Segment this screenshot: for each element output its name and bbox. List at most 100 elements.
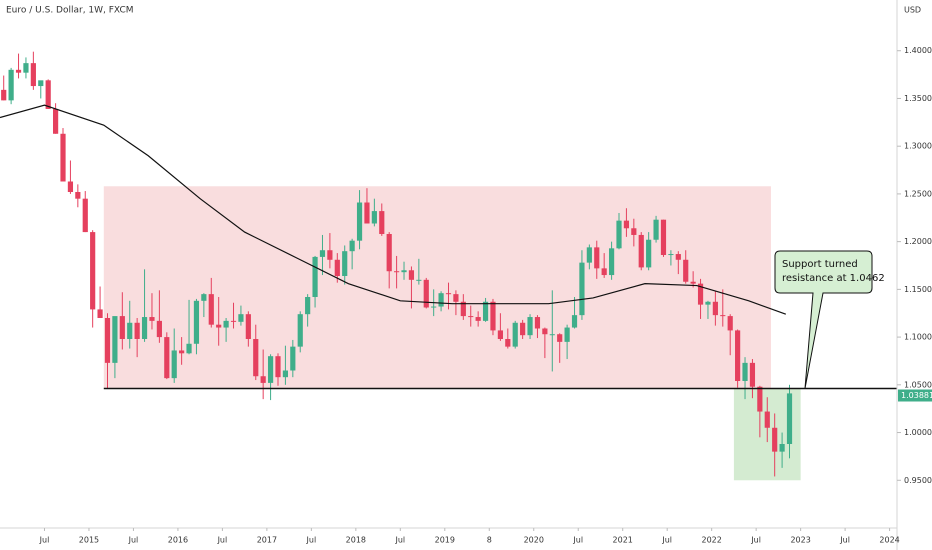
candle-body [30, 63, 36, 87]
candle-body [53, 108, 59, 134]
candle-body [394, 271, 400, 273]
candle-body [638, 234, 644, 268]
x-tick-label: 2016 [168, 536, 188, 545]
candle-body [238, 314, 244, 322]
x-tick-label: 2015 [79, 536, 99, 545]
candle-body [1, 89, 7, 101]
candle-body [282, 370, 289, 378]
candle-body [267, 356, 274, 383]
candle-body [97, 309, 103, 318]
x-tick-label: 2017 [257, 536, 277, 545]
candle-body [164, 337, 170, 379]
candle-body [82, 198, 88, 233]
candle-body [334, 259, 340, 276]
x-tick-label: Jul [39, 536, 50, 545]
candle-body [631, 228, 637, 235]
candle-body [90, 232, 96, 310]
candle-body [534, 317, 541, 329]
chart-title: Euro / U.S. Dollar, 1W, FXCM [6, 6, 134, 16]
candle-body [112, 316, 118, 363]
candle-body [60, 133, 66, 182]
candle-body [772, 427, 778, 452]
x-tick-label: Jul [572, 536, 583, 545]
candle-body [179, 350, 185, 354]
candle-body [586, 247, 592, 263]
currency-label: USD [904, 6, 921, 15]
callout-box [774, 250, 873, 389]
candle-body [445, 293, 452, 295]
x-tick-label: 2022 [701, 536, 721, 545]
x-tick-label: Jul [394, 536, 405, 545]
candle-body [697, 283, 704, 305]
candle-body [38, 80, 44, 87]
candle-body [490, 301, 496, 331]
candle-body [193, 300, 200, 344]
candle-body [757, 386, 763, 412]
x-tick-label: 2019 [435, 536, 455, 545]
candle-body [653, 219, 659, 240]
plot-area [0, 51, 897, 481]
candle-body [571, 315, 578, 328]
candle-body [786, 393, 793, 444]
annotation: Support turned resistance at 1.0462 [782, 259, 885, 284]
candle-body [601, 268, 607, 276]
candle-body [8, 69, 14, 101]
candle-body [720, 315, 726, 317]
candle-body [616, 220, 622, 249]
candle-body [623, 220, 630, 229]
x-tick-label: 2018 [346, 536, 366, 545]
candle-body [119, 316, 125, 339]
candle-body [727, 316, 733, 331]
candle-body [141, 317, 148, 339]
candle-body [497, 330, 503, 339]
candle-body [690, 281, 696, 284]
candle-body [401, 270, 407, 273]
candle-body [431, 306, 437, 308]
candle-body [416, 279, 422, 281]
candle-body [749, 362, 756, 387]
candle-body [75, 192, 81, 199]
candle-body [319, 250, 326, 257]
candle-body [45, 80, 51, 109]
candle-body [712, 301, 718, 316]
candle-body [594, 247, 600, 269]
candle-body [275, 356, 281, 378]
candle-body [312, 256, 318, 297]
candle-body [23, 63, 29, 73]
candle-body [675, 254, 681, 260]
y-tick-label: 1.40000 [904, 46, 932, 55]
candle-body [67, 181, 74, 192]
y-tick-label: 1.30000 [904, 142, 932, 151]
candle-body [104, 318, 111, 363]
candle-body [542, 328, 548, 335]
y-tick-label: 1.15000 [904, 285, 932, 294]
candle-body [305, 297, 311, 315]
candle-body [260, 376, 266, 383]
candle-body [386, 234, 392, 272]
last-price-label: 1.03881 [901, 391, 932, 400]
x-tick-label: 2020 [524, 536, 544, 545]
y-tick-label: 1.20000 [904, 237, 932, 246]
x-tick-label: Jul [750, 536, 761, 545]
x-tick-label: Jul [839, 536, 850, 545]
candle-body [379, 211, 385, 234]
x-tick-label: 2023 [790, 536, 810, 545]
candle-body [149, 317, 155, 321]
candle-body [223, 320, 229, 328]
y-tick-label: 0.95000 [904, 476, 932, 485]
candle-body [683, 259, 689, 282]
candle-body [512, 322, 518, 347]
candle-body [297, 314, 303, 347]
zone [103, 186, 771, 389]
y-tick-label: 1.25000 [904, 189, 932, 198]
candle-body [705, 301, 711, 305]
candle-body [764, 411, 770, 428]
x-tick-label: Jul [661, 536, 672, 545]
candle-body [646, 239, 652, 268]
candle-body [408, 270, 415, 280]
candle-body [527, 317, 533, 336]
candle-body [742, 362, 748, 381]
candle-body [327, 250, 333, 260]
